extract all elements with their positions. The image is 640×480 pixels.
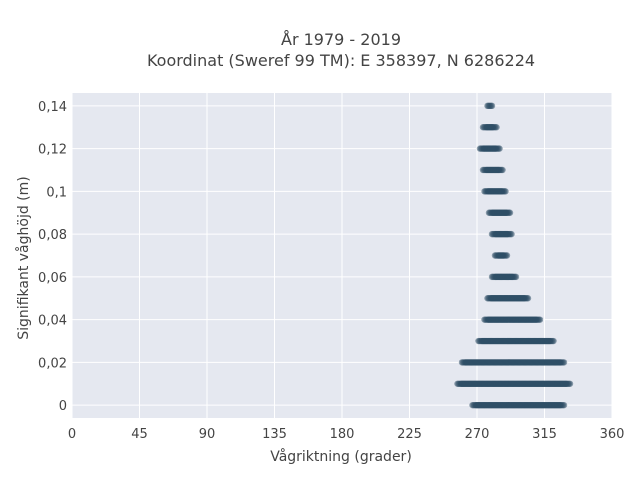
- data-point: [550, 337, 557, 345]
- y-tick-label: 0: [59, 399, 67, 414]
- x-tick-label: 0: [68, 427, 76, 442]
- y-tick-labels: 0 0,02 0,04 0,06 0,08 0,1 0,12 0,14: [38, 100, 67, 414]
- x-tick-label: 270: [465, 427, 490, 442]
- data-point: [560, 401, 568, 409]
- x-tick-label: 45: [131, 427, 148, 442]
- x-tick-label: 360: [600, 427, 625, 442]
- y-tick-label: 0,06: [38, 271, 67, 286]
- data-point: [502, 188, 509, 195]
- y-tick-label: 0,04: [38, 314, 67, 329]
- y-tick-label: 0,1: [46, 185, 67, 200]
- y-tick-label: 0,12: [38, 143, 67, 158]
- y-tick-label: 0,14: [38, 100, 67, 115]
- x-axis-title: Vågriktning (grader): [270, 448, 412, 465]
- data-point: [512, 273, 520, 281]
- x-tick-label: 90: [199, 427, 216, 442]
- x-tick-label: 135: [262, 427, 287, 442]
- data-point: [488, 102, 496, 110]
- data-point: [499, 166, 506, 174]
- x-tick-label: 315: [532, 427, 557, 442]
- data-point: [503, 252, 511, 259]
- data-point: [536, 316, 544, 323]
- data-point: [524, 295, 532, 302]
- x-tick-label: 225: [397, 427, 422, 442]
- x-tick-labels: 0 45 90 135 180 225 270 315 360: [68, 427, 625, 442]
- data-point: [493, 124, 500, 131]
- data-points: [454, 102, 574, 409]
- y-tick-label: 0,08: [38, 228, 67, 243]
- data-point: [508, 230, 515, 238]
- x-tick-label: 180: [330, 427, 355, 442]
- data-point: [506, 209, 514, 216]
- data-point: [560, 359, 568, 366]
- data-point: [496, 145, 503, 152]
- y-axis-title: Signifikant våghöjd (m): [15, 176, 32, 339]
- y-tick-label: 0,02: [38, 356, 67, 371]
- chart-subtitle: Koordinat (Sweref 99 TM): E 358397, N 62…: [147, 51, 535, 70]
- data-point: [566, 380, 574, 387]
- chart-title: År 1979 - 2019: [281, 30, 401, 49]
